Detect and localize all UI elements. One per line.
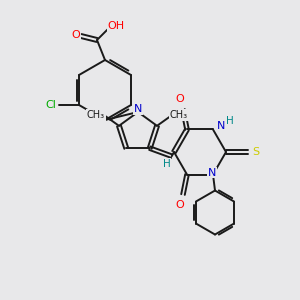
Text: N: N [134,104,142,114]
Text: O: O [176,200,184,209]
Text: H: H [163,159,171,169]
Text: Cl: Cl [46,100,56,110]
Text: N: N [208,167,216,178]
Text: O: O [72,30,80,40]
Text: CH₃: CH₃ [87,110,105,120]
Text: CH₃: CH₃ [170,110,188,120]
Text: OH: OH [107,21,124,31]
Text: N: N [217,122,225,131]
Text: S: S [252,147,260,157]
Text: O: O [176,94,184,104]
Text: H: H [226,116,234,127]
